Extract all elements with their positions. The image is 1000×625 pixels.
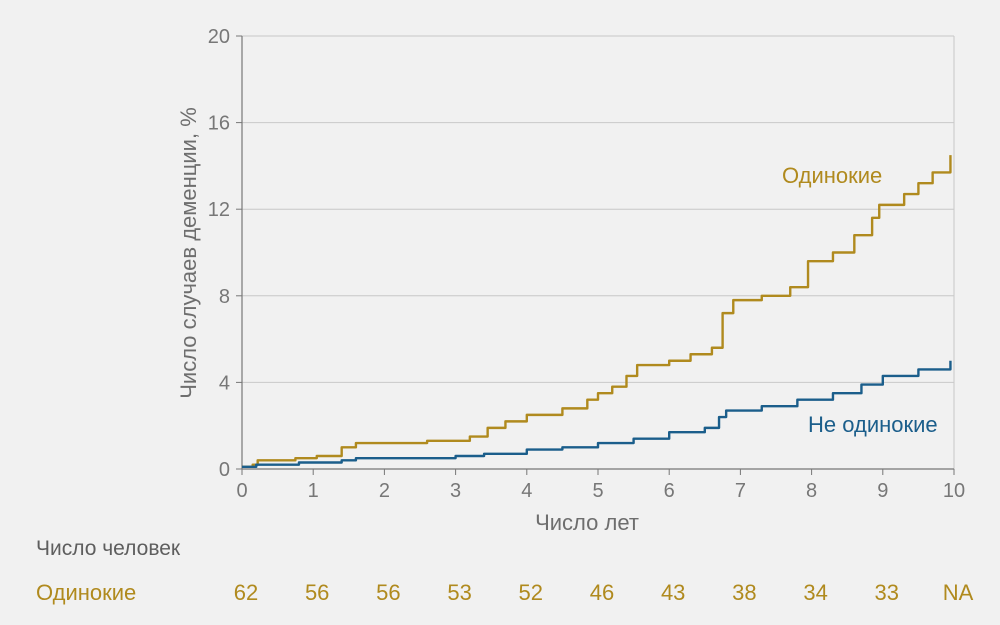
risk-value: 56 [304,580,330,605]
x-tick-label: 2 [379,480,390,502]
risk-value: 52 [518,580,544,605]
x-tick-label: 8 [806,480,817,502]
risk-table-title: Число человек [36,537,181,560]
x-tick-label: 3 [450,480,461,502]
x-axis-title: Число лет [535,510,639,535]
y-tick-label: 0 [219,459,230,481]
risk-row-label-lonely: Одинокие [36,580,137,605]
y-tick-label: 12 [208,199,230,221]
x-tick-label: 1 [308,480,319,502]
x-tick-label: 7 [735,480,746,502]
x-tick-label: 5 [592,480,603,502]
x-tick-label: 9 [877,480,888,502]
risk-value: 33 [874,580,900,605]
series-label-lonely: Одинокие [782,163,882,188]
risk-value: 43 [660,580,686,605]
risk-value: 56 [376,580,401,605]
risk-value: 53 [447,580,472,605]
x-tick-label: 10 [943,480,965,502]
y-tick-label: 20 [208,26,230,48]
y-tick-label: 4 [219,372,230,394]
x-tick-label: 6 [664,480,675,502]
x-tick-label: 0 [236,480,247,502]
grid-lines [242,35,955,470]
risk-value: 38 [732,580,757,605]
risk-value: 62 [233,580,259,605]
series-line-lonely [242,155,952,469]
axes [236,35,955,475]
series-lines [242,155,952,469]
risk-value: 34 [803,580,828,605]
y-tick-label: 8 [219,286,230,308]
y-axis-title: Число случаев деменции, % [176,107,201,399]
series-label-not-lonely: Не одинокие [808,412,938,437]
x-tick-label: 4 [521,480,532,502]
risk-value: NA [942,580,974,605]
risk-value: 46 [589,580,615,605]
series-line-not-lonely [242,360,952,469]
y-tick-label: 16 [208,113,230,135]
